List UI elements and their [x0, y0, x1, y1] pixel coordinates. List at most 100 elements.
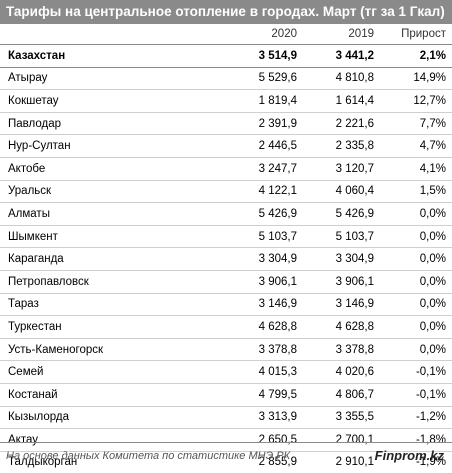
cell-2019: 3 120,7	[303, 157, 380, 181]
cell-2020: 2 391,9	[226, 112, 303, 136]
cell-growth: 7,7%	[380, 112, 452, 136]
cell-2020: 3 313,9	[226, 406, 303, 430]
cell-2020: 1 819,4	[226, 89, 303, 113]
cell-city: Усть-Каменогорск	[0, 338, 226, 362]
header-row: 2020 2019 Прирост	[0, 24, 452, 45]
cell-city: Шымкент	[0, 225, 226, 249]
cell-growth: 4,7%	[380, 134, 452, 158]
cell-2019: 1 614,4	[303, 89, 380, 113]
cell-city: Алматы	[0, 202, 226, 226]
table-row: Туркестан 4 628,8 4 628,8 0,0%	[0, 315, 452, 339]
cell-growth: 0,0%	[380, 293, 452, 317]
cell-growth: -1,8%	[380, 428, 452, 452]
footer: На основе данных Комитета по статистике …	[0, 442, 452, 468]
cell-city: Петропавловск	[0, 270, 226, 294]
cell-2019: 3 441,2	[303, 44, 380, 68]
cell-growth: 4,1%	[380, 157, 452, 181]
cell-city: Туркестан	[0, 315, 226, 339]
cell-2020: 4 015,3	[226, 360, 303, 384]
cell-2019: 4 810,8	[303, 67, 380, 91]
cell-growth: 14,9%	[380, 67, 452, 91]
cell-city: Атырау	[0, 67, 226, 91]
cell-growth: 1,5%	[380, 180, 452, 204]
table-row: Кокшетау 1 819,4 1 614,4 12,7%	[0, 89, 452, 113]
cell-city: Караганда	[0, 247, 226, 271]
table-row: Караганда 3 304,9 3 304,9 0,0%	[0, 247, 452, 271]
cell-2019: 5 103,7	[303, 225, 380, 249]
cell-2019: 3 378,8	[303, 338, 380, 362]
table-row: Нур-Султан 2 446,5 2 335,8 4,7%	[0, 134, 452, 158]
cell-2019: 3 355,5	[303, 406, 380, 430]
table-row: Семей 4 015,3 4 020,6 -0,1%	[0, 360, 452, 384]
cell-2020: 4 122,1	[226, 180, 303, 204]
cell-growth: -0,1%	[380, 383, 452, 407]
cell-2020: 4 628,8	[226, 315, 303, 339]
table-row: Тараз 3 146,9 3 146,9 0,0%	[0, 293, 452, 317]
cell-2019: 4 020,6	[303, 360, 380, 384]
cell-city: Костанай	[0, 383, 226, 407]
table-title: Тарифы на центральное отопление в города…	[0, 0, 452, 24]
cell-2019: 2 221,6	[303, 112, 380, 136]
table-row: Костанай 4 799,5 4 806,7 -0,1%	[0, 383, 452, 407]
cell-city: Павлодар	[0, 112, 226, 136]
cell-2020: 3 304,9	[226, 247, 303, 271]
table-row: Актау 2 650,5 2 700,1 -1,8%	[0, 428, 452, 452]
table-row: Уральск 4 122,1 4 060,4 1,5%	[0, 180, 452, 204]
table-row: Алматы 5 426,9 5 426,9 0,0%	[0, 202, 452, 226]
table-row: Павлодар 2 391,9 2 221,6 7,7%	[0, 112, 452, 136]
cell-growth: 0,0%	[380, 270, 452, 294]
source-note: На основе данных Комитета по статистике …	[6, 449, 291, 462]
table-row: Петропавловск 3 906,1 3 906,1 0,0%	[0, 270, 452, 294]
header-growth: Прирост	[380, 24, 452, 45]
cell-2019: 2 335,8	[303, 134, 380, 158]
cell-growth: 0,0%	[380, 315, 452, 339]
cell-city: Тараз	[0, 293, 226, 317]
cell-2020: 2 650,5	[226, 428, 303, 452]
brand-logo: Finprom.kz	[374, 448, 444, 463]
cell-2020: 3 378,8	[226, 338, 303, 362]
table-row: Усть-Каменогорск 3 378,8 3 378,8 0,0%	[0, 338, 452, 362]
cell-growth: 0,0%	[380, 338, 452, 362]
cell-2019: 5 426,9	[303, 202, 380, 226]
cell-growth: 0,0%	[380, 247, 452, 271]
cell-2019: 3 146,9	[303, 293, 380, 317]
cell-2020: 4 799,5	[226, 383, 303, 407]
cell-2019: 4 060,4	[303, 180, 380, 204]
cell-growth: -1,2%	[380, 406, 452, 430]
cell-2020: 3 247,7	[226, 157, 303, 181]
cell-growth: 2,1%	[380, 44, 452, 68]
cell-2020: 3 906,1	[226, 270, 303, 294]
cell-2020: 3 146,9	[226, 293, 303, 317]
table-row: Шымкент 5 103,7 5 103,7 0,0%	[0, 225, 452, 249]
cell-growth: -0,1%	[380, 360, 452, 384]
cell-2020: 5 103,7	[226, 225, 303, 249]
cell-city: Семей	[0, 360, 226, 384]
table-row: Казахстан 3 514,9 3 441,2 2,1%	[0, 44, 452, 68]
header-2019: 2019	[303, 24, 380, 45]
cell-city: Нур-Султан	[0, 134, 226, 158]
table-row: Актобе 3 247,7 3 120,7 4,1%	[0, 157, 452, 181]
cell-2019: 4 806,7	[303, 383, 380, 407]
cell-2020: 5 426,9	[226, 202, 303, 226]
cell-growth: 12,7%	[380, 89, 452, 113]
cell-2020: 3 514,9	[226, 44, 303, 68]
table-body: Казахстан 3 514,9 3 441,2 2,1% Атырау 5 529,6…	[0, 44, 452, 474]
header-city	[0, 24, 226, 45]
table-row: Атырау 5 529,6 4 810,8 14,9%	[0, 67, 452, 91]
table-row: Кызылорда 3 313,9 3 355,5 -1,2%	[0, 406, 452, 430]
cell-city: Актобе	[0, 157, 226, 181]
tariff-table: 2020 2019 Прирост Казахстан 3 514,9 3 441,…	[0, 24, 452, 474]
cell-city: Кызылорда	[0, 406, 226, 430]
cell-city: Уральск	[0, 180, 226, 204]
cell-2020: 2 446,5	[226, 134, 303, 158]
cell-city: Казахстан	[0, 44, 226, 68]
cell-2019: 4 628,8	[303, 315, 380, 339]
cell-2019: 3 906,1	[303, 270, 380, 294]
cell-2020: 5 529,6	[226, 67, 303, 91]
cell-city: Кокшетау	[0, 89, 226, 113]
cell-growth: 0,0%	[380, 225, 452, 249]
cell-growth: 0,0%	[380, 202, 452, 226]
cell-2019: 3 304,9	[303, 247, 380, 271]
header-2020: 2020	[226, 24, 303, 45]
